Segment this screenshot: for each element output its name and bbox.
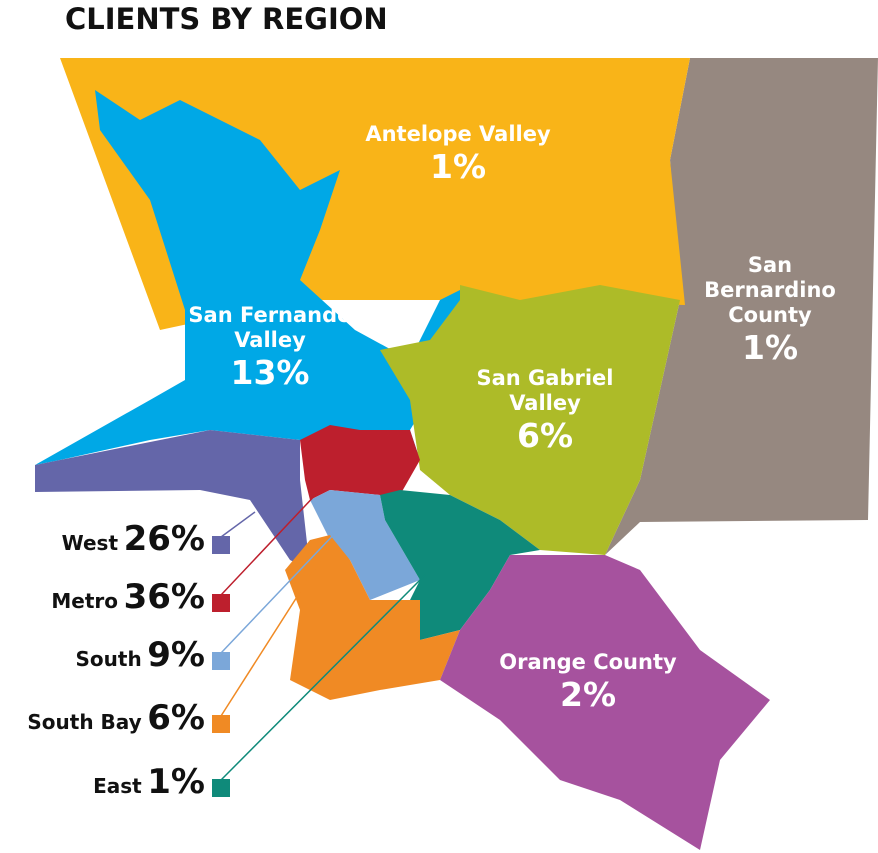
region-name: Antelope Valley <box>365 122 551 146</box>
legend-value: 36% <box>123 577 205 617</box>
region-label: San Bernardino County 1% <box>685 253 855 368</box>
leader-line <box>220 541 333 717</box>
region-label: San Fernando Valley 13% <box>160 303 380 393</box>
leader-line <box>220 527 341 654</box>
legend-value: 1% <box>147 762 205 802</box>
region-name: San Bernardino County <box>704 253 836 327</box>
legend-entry: East 1% <box>93 762 205 802</box>
region <box>605 58 878 555</box>
region <box>300 425 420 500</box>
region-name: Orange County <box>499 650 677 674</box>
region <box>285 535 460 700</box>
region <box>380 285 680 555</box>
legend-swatch <box>212 715 230 733</box>
region-label: San Gabriel Valley 6% <box>445 366 645 456</box>
legend-swatch <box>212 594 230 612</box>
legend-name: Metro <box>51 589 119 613</box>
legend-entry: South Bay 6% <box>27 698 205 738</box>
legend-swatch <box>212 536 230 554</box>
region <box>35 430 310 570</box>
leader-line <box>220 511 256 538</box>
legend-swatch <box>212 652 230 670</box>
region-name: San Gabriel Valley <box>476 366 614 415</box>
region-name: San Fernando Valley <box>188 303 352 352</box>
legend-value: 9% <box>147 635 205 675</box>
legend-value: 6% <box>147 698 205 738</box>
region-value: 1% <box>741 328 799 367</box>
legend-entry: West 26% <box>62 519 205 559</box>
region-label: Antelope Valley 1% <box>358 122 558 187</box>
legend-name: West <box>61 531 119 555</box>
region-value: 1% <box>429 147 487 186</box>
region-value: 13% <box>230 353 310 392</box>
legend-entry: South 9% <box>76 635 206 675</box>
region <box>310 490 420 600</box>
region-value: 6% <box>516 416 574 455</box>
region <box>35 90 470 465</box>
legend-name: South <box>75 647 142 671</box>
legend-name: South Bay <box>27 710 142 734</box>
legend-name: East <box>93 774 142 798</box>
region <box>440 555 770 850</box>
legend-swatch <box>212 779 230 797</box>
title: CLIENTS BY REGION <box>65 2 388 36</box>
legend-value: 26% <box>123 519 205 559</box>
region-label: Orange County 2% <box>458 650 718 715</box>
legend-entry: Metro 36% <box>51 577 205 617</box>
leader-line <box>220 574 426 781</box>
leader-line <box>220 489 321 596</box>
region-value: 2% <box>559 675 617 714</box>
